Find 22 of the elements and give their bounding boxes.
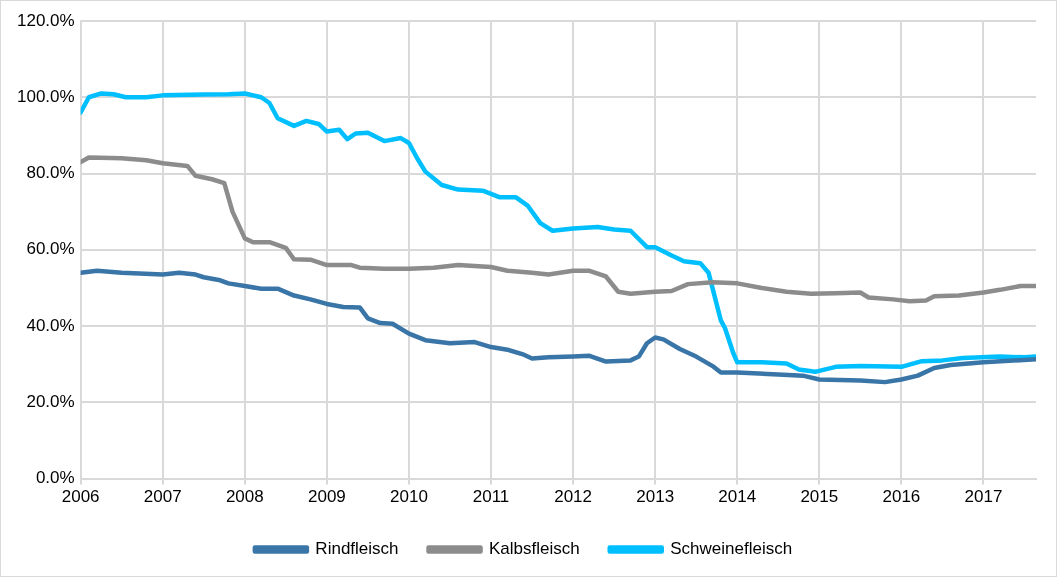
x-tick-label: 2013 — [636, 487, 675, 507]
x-tick-label: 2007 — [143, 487, 182, 507]
y-tick-label: 100.0% — [16, 86, 75, 106]
y-tick-label: 60.0% — [26, 239, 75, 259]
y-tick-label: 20.0% — [26, 392, 75, 412]
legend-label: Kalbsfleisch — [489, 539, 580, 559]
x-tick-label: 2017 — [964, 487, 1003, 507]
x-tick-label: 2016 — [882, 487, 921, 507]
y-tick-label: 40.0% — [26, 315, 75, 335]
y-tick-label: 80.0% — [26, 163, 75, 183]
y-tick-label: 120.0% — [16, 10, 75, 30]
legend-label: Rindfleisch — [315, 539, 399, 559]
x-tick-label: 2015 — [800, 487, 839, 507]
x-tick-label: 2012 — [554, 487, 593, 507]
x-tick-label: 2008 — [225, 487, 264, 507]
x-tick-label: 2009 — [307, 487, 346, 507]
x-tick-label: 2006 — [61, 487, 100, 507]
x-tick-label: 2014 — [718, 487, 757, 507]
legend-label: Schweinefleisch — [670, 539, 793, 559]
x-tick-label: 2011 — [472, 487, 510, 507]
x-tick-label: 2010 — [390, 487, 428, 507]
y-tick-label: 0.0% — [35, 468, 75, 488]
